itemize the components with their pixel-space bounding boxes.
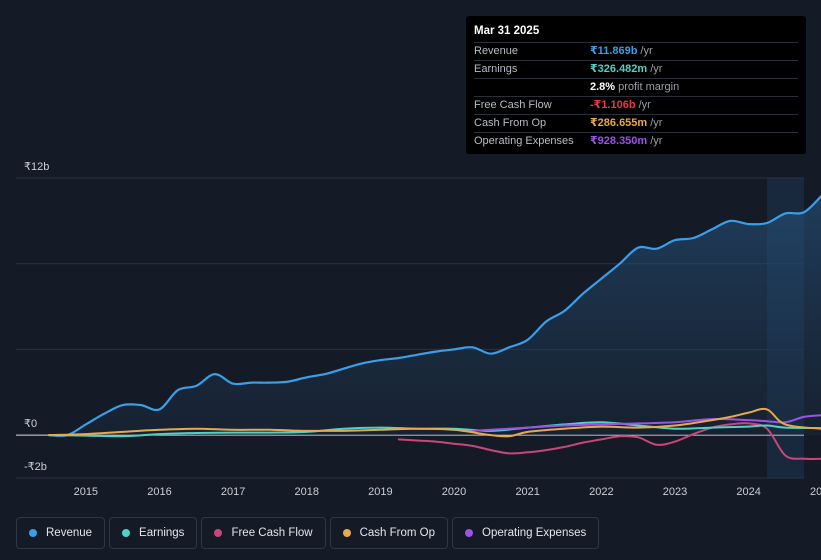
legend-item-free-cash-flow[interactable]: Free Cash Flow	[201, 517, 326, 549]
legend-dot-icon	[214, 529, 223, 537]
tooltip-row-label: Free Cash Flow	[474, 99, 552, 111]
legend-label: Cash From Op	[359, 527, 436, 539]
revenue-line	[47, 194, 821, 437]
tooltip-row: Cash From Op ₹286.655m/yr	[474, 115, 798, 133]
legend-label: Earnings	[139, 527, 185, 539]
legend-item-operating-expenses[interactable]: Operating Expenses	[452, 517, 600, 549]
axis-ticks: ₹12b ₹0 -₹2b 2015 2016 2017 2018 2019 2020 2021 20…	[24, 161, 821, 498]
tooltip-row-label: Revenue	[474, 45, 519, 57]
x-tick-label: 2023	[663, 486, 687, 498]
x-tick-label: 2018	[295, 486, 319, 498]
legend-label: Revenue	[46, 527, 93, 539]
legend-label: Free Cash Flow	[231, 527, 313, 539]
tooltip-row-value: ₹286.655m	[590, 117, 648, 129]
tooltip-row-label: Earnings	[474, 63, 518, 75]
tooltip-row-value: 2.8%	[590, 81, 616, 93]
revenue-area	[49, 196, 821, 436]
x-tick-label: 2015	[74, 486, 98, 498]
operating-expenses-line	[471, 414, 821, 432]
x-tick-label: 2025	[810, 486, 821, 498]
tooltip-row-label: Cash From Op	[474, 117, 547, 129]
tooltip-row-label	[474, 79, 590, 96]
y-tick-label: ₹12b	[24, 161, 49, 173]
x-tick-label: 2019	[368, 486, 392, 498]
tooltip-row-unit: /yr	[650, 63, 663, 75]
area-layer	[49, 196, 821, 436]
tooltip-row-value: -₹1.106b	[590, 99, 636, 111]
cash-from-op-line	[48, 407, 821, 438]
x-tick-label: 2021	[515, 486, 539, 498]
tooltip-row-unit: /yr	[638, 99, 651, 111]
tooltip-row-value: ₹928.350m	[590, 135, 648, 147]
legend-label: Operating Expenses	[482, 527, 587, 539]
legend-item-revenue[interactable]: Revenue	[16, 517, 106, 549]
free-cash-flow-line	[397, 422, 821, 460]
tooltip-row-value: ₹326.482m	[590, 63, 648, 75]
tooltip-row: 2.8% profit margin	[474, 79, 798, 97]
x-tick-label: 2024	[736, 486, 760, 498]
chart-canvas: ₹12b ₹0 -₹2b 2015 2016 2017 2018 2019 2020 2021 20…	[16, 161, 821, 498]
x-tick-label: 2016	[147, 486, 171, 498]
tooltip-row: Operating Expenses ₹928.350m/yr	[474, 133, 798, 150]
tooltip-row-value: ₹11.869b	[590, 45, 638, 57]
x-tick-label: 2022	[589, 486, 613, 498]
legend-dot-icon	[465, 529, 474, 537]
x-tick-label: 2017	[221, 486, 245, 498]
tooltip-panel: Mar 31 2025 Revenue ₹11.869b/yr Earnings ₹3…	[466, 16, 806, 154]
tooltip-row-unit: /yr	[650, 135, 663, 147]
series-lines	[47, 194, 821, 460]
tooltip-date: Mar 31 2025	[474, 23, 798, 43]
y-tick-label: -₹2b	[24, 461, 47, 473]
tooltip-row-label: Operating Expenses	[474, 135, 574, 147]
legend-item-cash-from-op[interactable]: Cash From Op	[329, 517, 449, 549]
x-tick-label: 2020	[442, 486, 466, 498]
legend-item-earnings[interactable]: Earnings	[109, 517, 198, 549]
legend-dot-icon	[342, 529, 351, 537]
chart-legend: Revenue Earnings Free Cash Flow Cash From O…	[16, 517, 600, 549]
tooltip-row-unit: /yr	[640, 45, 653, 57]
legend-dot-icon	[29, 529, 37, 537]
tooltip-row-unit: profit margin	[618, 81, 680, 93]
tooltip-rows: Revenue ₹11.869b/yr Earnings ₹326.482m/yr 2.…	[474, 43, 798, 150]
tooltip-row: Revenue ₹11.869b/yr	[474, 43, 798, 61]
tooltip-row: Free Cash Flow -₹1.106b/yr	[474, 97, 798, 115]
tooltip-row: Earnings ₹326.482m/yr	[474, 61, 798, 79]
legend-dot-icon	[122, 529, 131, 537]
y-tick-label: ₹0	[24, 418, 37, 430]
tooltip-row-unit: /yr	[650, 117, 663, 129]
